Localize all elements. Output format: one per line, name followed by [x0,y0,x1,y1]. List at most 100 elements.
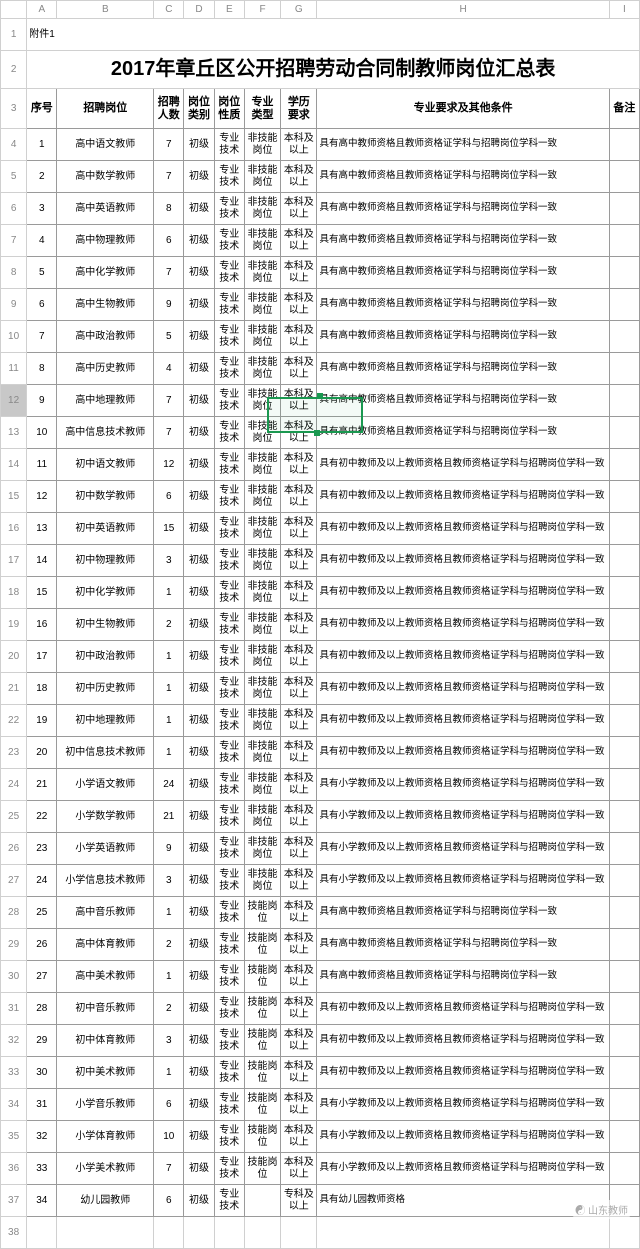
cell-count[interactable]: 21 [154,801,184,833]
cell-level[interactable]: 初级 [184,609,214,641]
cell-count[interactable]: 7 [154,129,184,161]
row-header-8[interactable]: 8 [1,257,27,289]
cell-count[interactable]: 2 [154,993,184,1025]
row-header-13[interactable]: 13 [1,417,27,449]
cell-position[interactable]: 初中音乐教师 [57,993,154,1025]
row-header-22[interactable]: 22 [1,705,27,737]
cell-remark[interactable] [609,257,639,289]
cell-count[interactable]: 3 [154,1025,184,1057]
cell-remark[interactable] [609,737,639,769]
row-header-31[interactable]: 31 [1,993,27,1025]
cell-edu-req[interactable]: 本科及以上 [281,897,317,929]
row-header-4[interactable]: 4 [1,129,27,161]
cell-nature[interactable]: 专业技术 [214,353,244,385]
col-header-A[interactable]: A [27,1,57,19]
col-header-H[interactable]: H [317,1,609,19]
cell-major-type[interactable]: 非技能岗位 [244,289,280,321]
cell-seq[interactable]: 2 [27,161,57,193]
cell-count[interactable]: 7 [154,385,184,417]
cell-nature[interactable]: 专业技术 [214,481,244,513]
cell-level[interactable]: 初级 [184,1153,214,1185]
row-header-10[interactable]: 10 [1,321,27,353]
cell-position[interactable]: 小学信息技术教师 [57,865,154,897]
cell-nature[interactable]: 专业技术 [214,225,244,257]
cell-seq[interactable]: 23 [27,833,57,865]
cell-requirements[interactable]: 具有高中教师资格且教师资格证学科与招聘岗位学科一致 [317,225,609,257]
row-header-2[interactable]: 2 [1,51,27,89]
row-header-5[interactable]: 5 [1,161,27,193]
header-remark[interactable]: 备注 [609,89,639,129]
empty-cell[interactable] [184,1217,214,1249]
row-header-9[interactable]: 9 [1,289,27,321]
cell-level[interactable]: 初级 [184,1185,214,1217]
cell-level[interactable]: 初级 [184,673,214,705]
empty-cell[interactable] [281,1217,317,1249]
cell-remark[interactable] [609,833,639,865]
row-header-27[interactable]: 27 [1,865,27,897]
cell-nature[interactable]: 专业技术 [214,321,244,353]
empty-cell[interactable] [214,1217,244,1249]
cell-position[interactable]: 小学数学教师 [57,801,154,833]
cell-count[interactable]: 12 [154,449,184,481]
header-requirements[interactable]: 专业要求及其他条件 [317,89,609,129]
cell-count[interactable]: 6 [154,481,184,513]
cell-major-type[interactable]: 非技能岗位 [244,417,280,449]
cell-seq[interactable]: 15 [27,577,57,609]
cell-requirements[interactable]: 具有幼儿园教师资格 [317,1185,609,1217]
cell-remark[interactable] [609,993,639,1025]
cell-position[interactable]: 初中英语教师 [57,513,154,545]
row-header-18[interactable]: 18 [1,577,27,609]
row-header-6[interactable]: 6 [1,193,27,225]
cell-nature[interactable]: 专业技术 [214,1089,244,1121]
cell-level[interactable]: 初级 [184,961,214,993]
cell-position[interactable]: 高中生物教师 [57,289,154,321]
cell-nature[interactable]: 专业技术 [214,897,244,929]
row-header-21[interactable]: 21 [1,673,27,705]
cell-major-type[interactable]: 技能岗位 [244,929,280,961]
attachment-label[interactable]: 附件1 [27,19,640,51]
cell-level[interactable]: 初级 [184,1057,214,1089]
cell-level[interactable]: 初级 [184,1121,214,1153]
row-header-1[interactable]: 1 [1,19,27,51]
cell-remark[interactable] [609,1153,639,1185]
cell-requirements[interactable]: 具有小学教师及以上教师资格且教师资格证学科与招聘岗位学科一致 [317,833,609,865]
col-header-I[interactable]: I [609,1,639,19]
cell-remark[interactable] [609,1089,639,1121]
cell-edu-req[interactable]: 本科及以上 [281,705,317,737]
cell-remark[interactable] [609,609,639,641]
cell-count[interactable]: 15 [154,513,184,545]
cell-edu-req[interactable]: 本科及以上 [281,161,317,193]
header-level[interactable]: 岗位类别 [184,89,214,129]
cell-count[interactable]: 6 [154,1185,184,1217]
cell-nature[interactable]: 专业技术 [214,833,244,865]
cell-major-type[interactable]: 技能岗位 [244,993,280,1025]
cell-nature[interactable]: 专业技术 [214,1025,244,1057]
cell-edu-req[interactable]: 本科及以上 [281,737,317,769]
cell-level[interactable]: 初级 [184,481,214,513]
cell-nature[interactable]: 专业技术 [214,705,244,737]
cell-major-type[interactable]: 技能岗位 [244,961,280,993]
cell-count[interactable]: 7 [154,161,184,193]
cell-count[interactable]: 6 [154,225,184,257]
cell-seq[interactable]: 21 [27,769,57,801]
cell-remark[interactable] [609,865,639,897]
cell-seq[interactable]: 13 [27,513,57,545]
cell-major-type[interactable]: 非技能岗位 [244,737,280,769]
cell-nature[interactable]: 专业技术 [214,513,244,545]
cell-seq[interactable]: 10 [27,417,57,449]
cell-major-type[interactable]: 技能岗位 [244,1057,280,1089]
cell-seq[interactable]: 32 [27,1121,57,1153]
cell-edu-req[interactable]: 本科及以上 [281,193,317,225]
cell-requirements[interactable]: 具有小学教师及以上教师资格且教师资格证学科与招聘岗位学科一致 [317,1089,609,1121]
cell-remark[interactable] [609,769,639,801]
cell-edu-req[interactable]: 本科及以上 [281,289,317,321]
cell-count[interactable]: 2 [154,609,184,641]
cell-edu-req[interactable]: 本科及以上 [281,993,317,1025]
cell-remark[interactable] [609,577,639,609]
cell-nature[interactable]: 专业技术 [214,865,244,897]
cell-requirements[interactable]: 具有高中教师资格且教师资格证学科与招聘岗位学科一致 [317,321,609,353]
row-header-28[interactable]: 28 [1,897,27,929]
cell-requirements[interactable]: 具有小学教师及以上教师资格且教师资格证学科与招聘岗位学科一致 [317,801,609,833]
cell-remark[interactable] [609,673,639,705]
cell-level[interactable]: 初级 [184,705,214,737]
